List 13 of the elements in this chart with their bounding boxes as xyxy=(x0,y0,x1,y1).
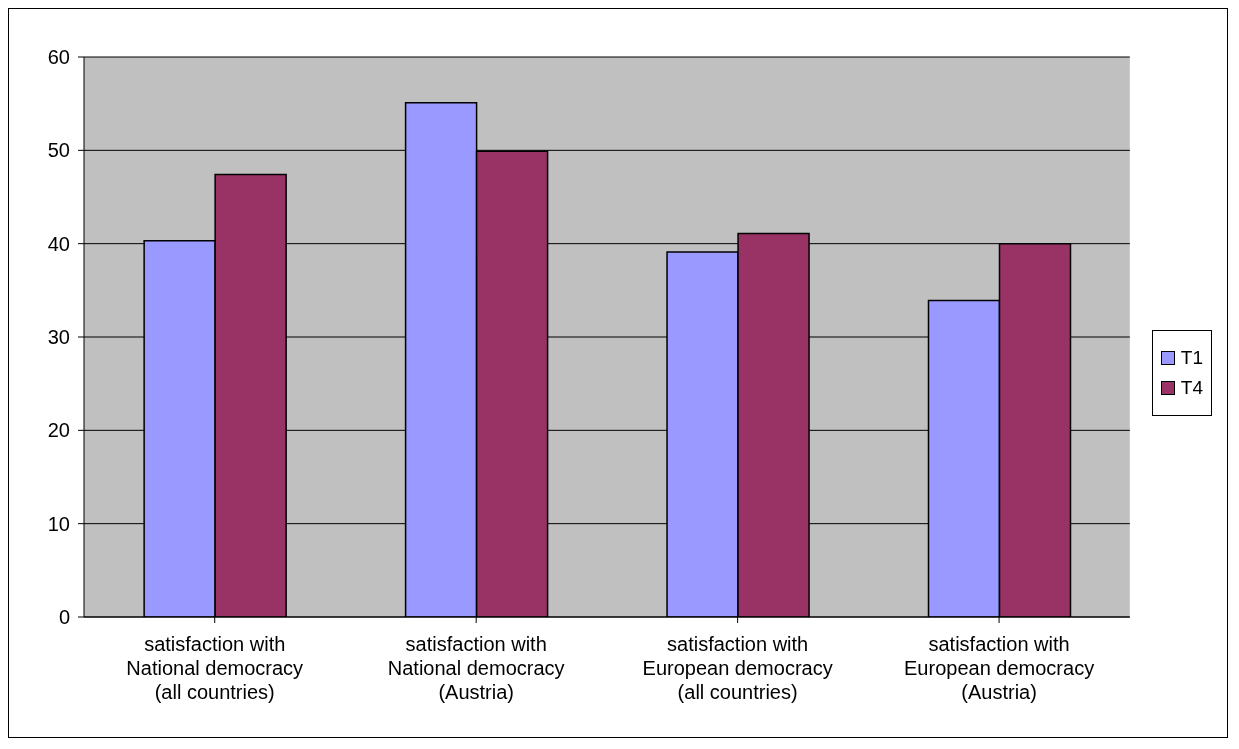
x-tick-label: satisfaction with National democracy (all countries) xyxy=(126,633,304,703)
y-tick-label: 0 xyxy=(58,606,70,629)
y-tick-label: 60 xyxy=(47,46,70,69)
legend-label: T1 xyxy=(1180,347,1203,369)
x-tick-label: satisfaction with National democracy (Austria) xyxy=(387,633,565,703)
y-tick-label: 10 xyxy=(47,512,70,535)
x-tick-label: satisfaction with European democracy (Austria) xyxy=(904,633,1095,703)
y-tick-label: 20 xyxy=(47,419,70,442)
y-tick-label: 30 xyxy=(47,326,70,349)
y-tick-label: 40 xyxy=(47,232,70,255)
legend-label: T4 xyxy=(1180,377,1203,399)
x-tick-label: satisfaction with European democracy (all countries) xyxy=(642,633,833,703)
y-tick-label: 50 xyxy=(47,139,70,162)
